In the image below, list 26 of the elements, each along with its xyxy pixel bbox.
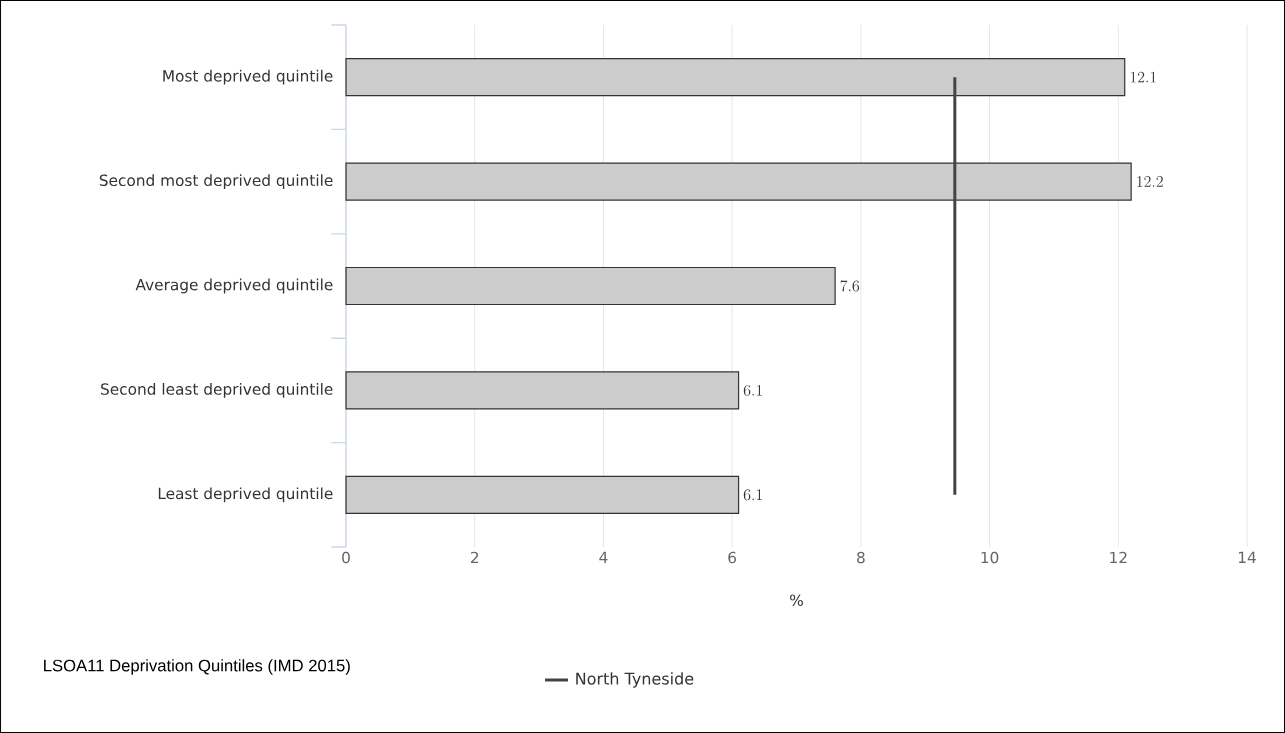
x-tick-label: 14 [1238,551,1256,563]
data-label: 12.2 [1137,176,1163,187]
x-tick-label: 2 [470,551,479,564]
x-tick-label: 4 [599,551,608,563]
data-label: 7.6 [840,280,860,292]
y-tick-label: Second most deprived quintile [99,174,333,190]
y-tick-label: Least deprived quintile [158,487,333,503]
legend-label: North Tyneside [576,672,694,688]
data-label: 12. 1 [1130,71,1156,83]
x-tick-label: 6 [728,551,737,564]
y-tick-label: Average deprived quintile [135,278,333,294]
data-label: 6. 1 [743,489,762,501]
x-tick-label: 12 [1110,551,1127,564]
x-tick-label: 8 [857,551,865,564]
bar [345,266,836,306]
bar [345,58,1126,97]
x-axis-title: % [790,594,803,606]
bar [345,162,1132,201]
text: LSOA11 Deprivation Quintiles (IMD 2015) [44,659,350,675]
y-tick-label: Second least deprived quintile [101,382,333,398]
bar [345,371,740,410]
x-tick-label: 10 [981,551,999,564]
data-label: 6. 1 [743,384,762,396]
y-tick-label: Most deprived quintile [163,69,333,85]
x-tick-label: 0 [342,551,350,564]
bar [345,475,740,514]
